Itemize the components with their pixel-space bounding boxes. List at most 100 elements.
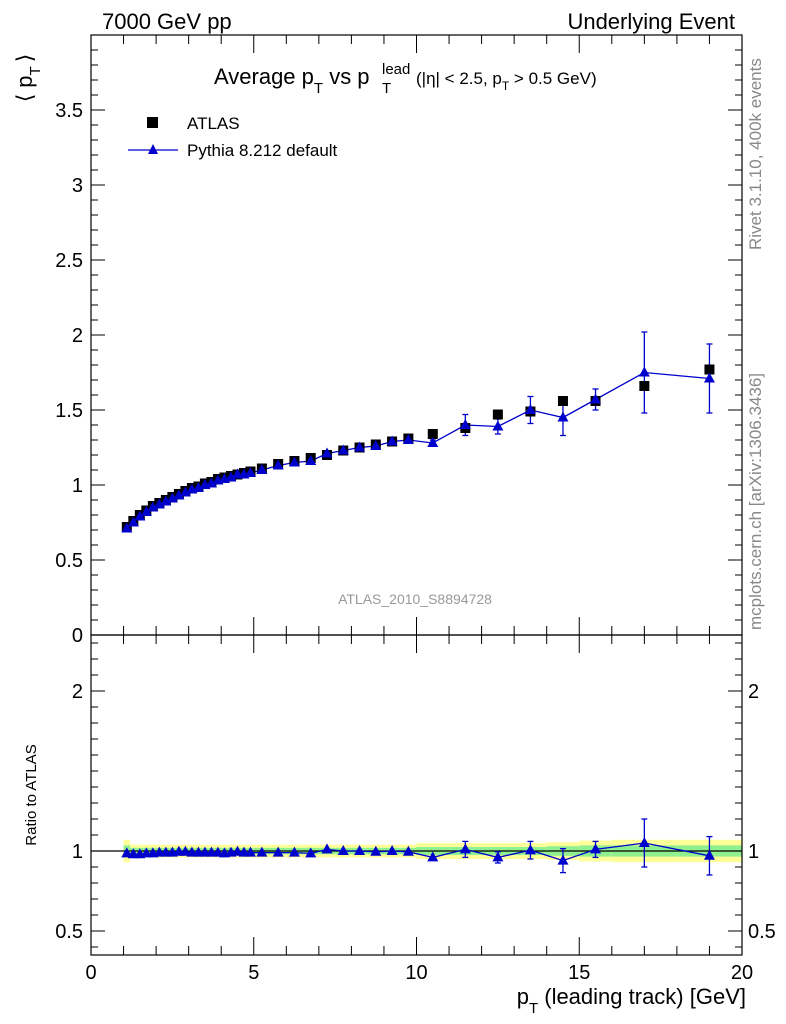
ratio-pythia-point bbox=[557, 854, 569, 865]
pythia-point bbox=[386, 435, 398, 446]
ratio-pythia-point bbox=[179, 845, 191, 856]
pythia-point bbox=[427, 437, 439, 447]
main-y-tick-label: 2.5 bbox=[55, 250, 83, 272]
pythia-point bbox=[492, 420, 504, 431]
main-y-ticks: 0 0.5 1 1.5 2 2.5 3 3.5 bbox=[55, 49, 742, 647]
pythia-point bbox=[205, 477, 217, 488]
legend-pythia-label: Pythia 8.212 default bbox=[187, 141, 338, 160]
ratio-pythia-point bbox=[703, 849, 715, 860]
ratio-plot-frame bbox=[90, 634, 743, 956]
ylabel-sub: T bbox=[27, 66, 44, 75]
ratio-pythia-point bbox=[256, 846, 268, 857]
pythia-point bbox=[127, 516, 139, 527]
pythia-point bbox=[134, 510, 146, 521]
title-sub1: T bbox=[314, 80, 323, 97]
ratio-pythia-point bbox=[492, 851, 504, 862]
main-y-tick-label: 0 bbox=[72, 625, 83, 647]
plot-title: Average pT vs p bbox=[214, 64, 370, 97]
atlas-point bbox=[492, 409, 503, 420]
x-axis-label: pT (leading track) [GeV] bbox=[517, 984, 746, 1017]
ratio-pythia-point bbox=[212, 846, 224, 857]
ratio-pythia-point bbox=[459, 843, 471, 854]
ratio-y-axis-label: Ratio to ATLAS bbox=[23, 744, 40, 845]
pythia-point bbox=[244, 467, 256, 477]
pythia-point bbox=[173, 489, 185, 500]
main-y-tick-label: 3 bbox=[72, 175, 83, 197]
pythia-point bbox=[121, 522, 133, 533]
pythia-point bbox=[153, 498, 165, 509]
ratio-pythia-point bbox=[244, 846, 256, 857]
pythia-point bbox=[638, 366, 650, 377]
ratio-y-tick-label-right: 2 bbox=[748, 681, 759, 703]
title-sub2: T bbox=[382, 80, 391, 97]
title-sup: lead bbox=[382, 61, 410, 78]
ratio-pythia-point bbox=[590, 843, 602, 854]
title-main: Average p bbox=[214, 64, 314, 89]
pythia-point bbox=[166, 492, 178, 503]
main-data-marks bbox=[121, 331, 715, 533]
title-mid: vs p bbox=[323, 64, 369, 89]
main-y-tick-label: 1.5 bbox=[55, 400, 83, 422]
ratio-pythia-point bbox=[121, 847, 133, 858]
ratio-data-marks bbox=[121, 818, 715, 876]
legend-atlas-marker bbox=[147, 117, 158, 128]
pythia-point bbox=[459, 419, 471, 429]
ratio-y-tick-label: 2 bbox=[72, 681, 83, 703]
ratio-pythia-point bbox=[272, 846, 284, 857]
xlabel-p: p bbox=[517, 984, 529, 1009]
pythia-point bbox=[354, 441, 366, 452]
main-plot: 00.511.522.533.5 Average pT vs p lead T … bbox=[12, 34, 743, 647]
legend-pythia-marker bbox=[148, 144, 158, 154]
main-y-tick-label: 2 bbox=[72, 325, 83, 347]
header-left: 7000 GeV pp bbox=[102, 9, 232, 34]
x-tick-label: 0 bbox=[85, 962, 96, 984]
main-y-axis-label: ⟨ pT ⟩ bbox=[12, 54, 44, 103]
side-label-rivet: Rivet 3.1.10, 400k events bbox=[746, 58, 765, 250]
ratio-x-ticks bbox=[90, 635, 743, 955]
header-right: Underlying Event bbox=[567, 9, 735, 34]
ratio-y-tick-label: 0.5 bbox=[55, 921, 83, 943]
main-x-ticks bbox=[90, 35, 743, 635]
pythia-point bbox=[590, 393, 602, 404]
analysis-watermark: ATLAS_2010_S8894728 bbox=[338, 591, 492, 607]
ylabel-p: p bbox=[12, 75, 37, 87]
ratio-pythia-point bbox=[337, 845, 349, 855]
ratio-pythia-point bbox=[231, 845, 243, 856]
ratio-pythia-point bbox=[402, 845, 414, 856]
main-y-tick-label: 3.5 bbox=[55, 100, 83, 122]
pythia-point bbox=[225, 471, 237, 482]
title-cuts-sub: T bbox=[502, 79, 510, 93]
pythia-point bbox=[147, 501, 159, 512]
ylabel-close: ⟩ bbox=[12, 54, 37, 63]
title-cuts-a: (|η| < 2.5, p bbox=[416, 69, 502, 88]
legend-atlas-label: ATLAS bbox=[187, 114, 240, 133]
side-label-mcplots: mcplots.cern.ch [arXiv:1306.3436] bbox=[746, 373, 765, 630]
pythia-line bbox=[126, 371, 710, 529]
x-tick-label: 15 bbox=[568, 962, 590, 984]
ratio-pythia-point bbox=[386, 845, 398, 855]
atlas-point bbox=[639, 381, 650, 391]
pythia-point bbox=[192, 482, 204, 492]
pythia-point bbox=[703, 372, 715, 383]
atlas-point bbox=[704, 364, 715, 375]
x-tick-label: 10 bbox=[405, 962, 427, 984]
pythia-point bbox=[337, 444, 349, 455]
x-tick-label: 20 bbox=[731, 962, 753, 984]
pythia-point bbox=[272, 459, 284, 470]
pythia-point bbox=[557, 411, 569, 422]
ratio-pythia-point bbox=[305, 847, 317, 858]
pythia-point bbox=[160, 495, 172, 506]
pythia-point bbox=[305, 455, 317, 465]
ylabel-open: ⟨ bbox=[12, 94, 37, 103]
pythia-point bbox=[288, 456, 300, 467]
xlabel-rest: (leading track) [GeV] bbox=[538, 984, 746, 1009]
ratio-pythia-point bbox=[524, 844, 536, 855]
ratio-y-tick-label-right: 0.5 bbox=[748, 921, 776, 943]
pythia-point bbox=[140, 506, 152, 516]
main-y-tick-label: 1 bbox=[72, 475, 83, 497]
pythia-point bbox=[402, 434, 414, 444]
ratio-pythia-point bbox=[288, 846, 300, 857]
ratio-pythia-point bbox=[427, 851, 439, 862]
xlabel-sub: T bbox=[529, 1000, 538, 1017]
